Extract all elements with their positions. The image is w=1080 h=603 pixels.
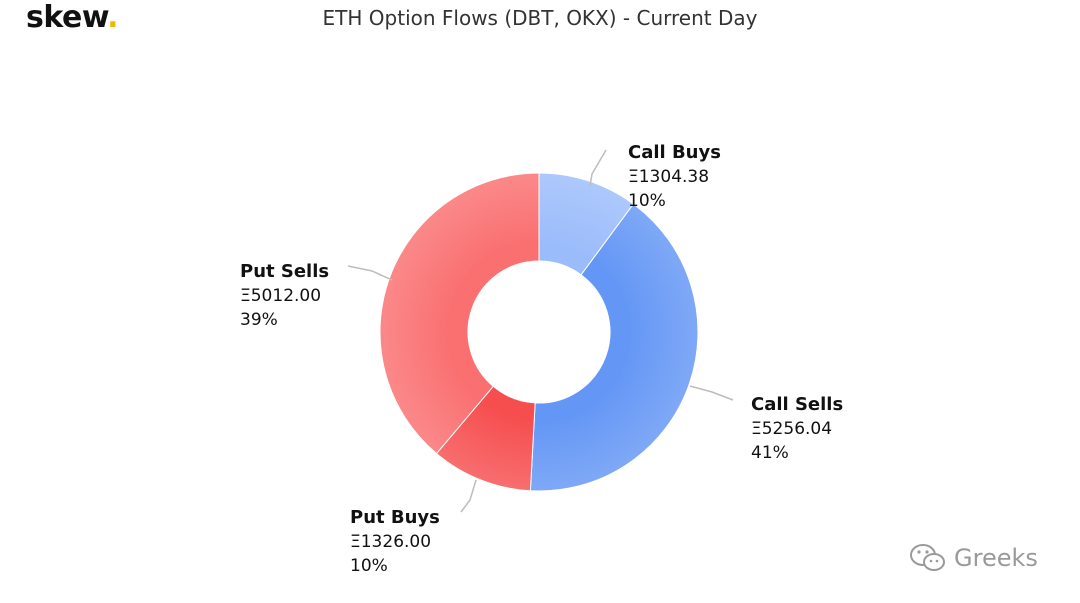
watermark-text: Greeks (954, 544, 1038, 572)
slice-label-put-sells: Put Sells (240, 261, 329, 282)
slice-value-put-sells: Ξ5012.00 (240, 286, 321, 306)
leader-line-call-buys (589, 149, 607, 187)
brand-logo: skew. (26, 0, 119, 35)
slice-percent-put-sells: 39% (240, 310, 278, 330)
wechat-icon (910, 544, 945, 571)
slice-percent-put-buys: 10% (350, 556, 388, 576)
donut-hole (468, 261, 610, 403)
chart-title: ETH Option Flows (DBT, OKX) - Current Da… (322, 6, 758, 30)
leader-line-call-sells (689, 385, 734, 401)
brand-text: skew (26, 0, 108, 35)
leader-line-put-sells (347, 265, 393, 281)
watermark: Greeks (908, 540, 1038, 576)
slice-value-call-buys: Ξ1304.38 (628, 167, 709, 187)
slice-value-put-buys: Ξ1326.00 (350, 532, 431, 552)
slice-value-call-sells: Ξ5256.04 (751, 419, 832, 439)
slice-label-call-sells: Call Sells (751, 394, 843, 415)
leader-line-put-buys (460, 479, 477, 513)
slice-percent-call-buys: 10% (628, 191, 666, 211)
brand-dot: . (107, 0, 119, 35)
slice-percent-call-sells: 41% (751, 443, 789, 463)
slice-label-call-buys: Call Buys (628, 142, 721, 163)
slice-label-put-buys: Put Buys (350, 507, 440, 528)
